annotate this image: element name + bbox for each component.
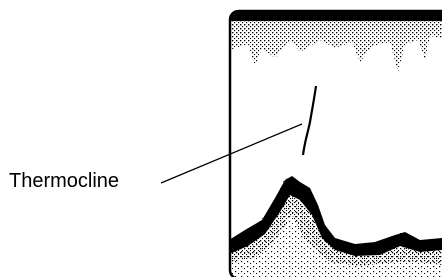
thermocline-trace xyxy=(303,86,316,155)
echogram-diagram xyxy=(0,0,442,277)
screen-content xyxy=(229,10,442,277)
thermocline-label: Thermocline xyxy=(9,170,119,193)
page: {"label": "Thermocline"} Thermocline (()… xyxy=(0,0,442,277)
leader-line xyxy=(161,124,302,183)
surface-noise-dense xyxy=(229,20,442,34)
